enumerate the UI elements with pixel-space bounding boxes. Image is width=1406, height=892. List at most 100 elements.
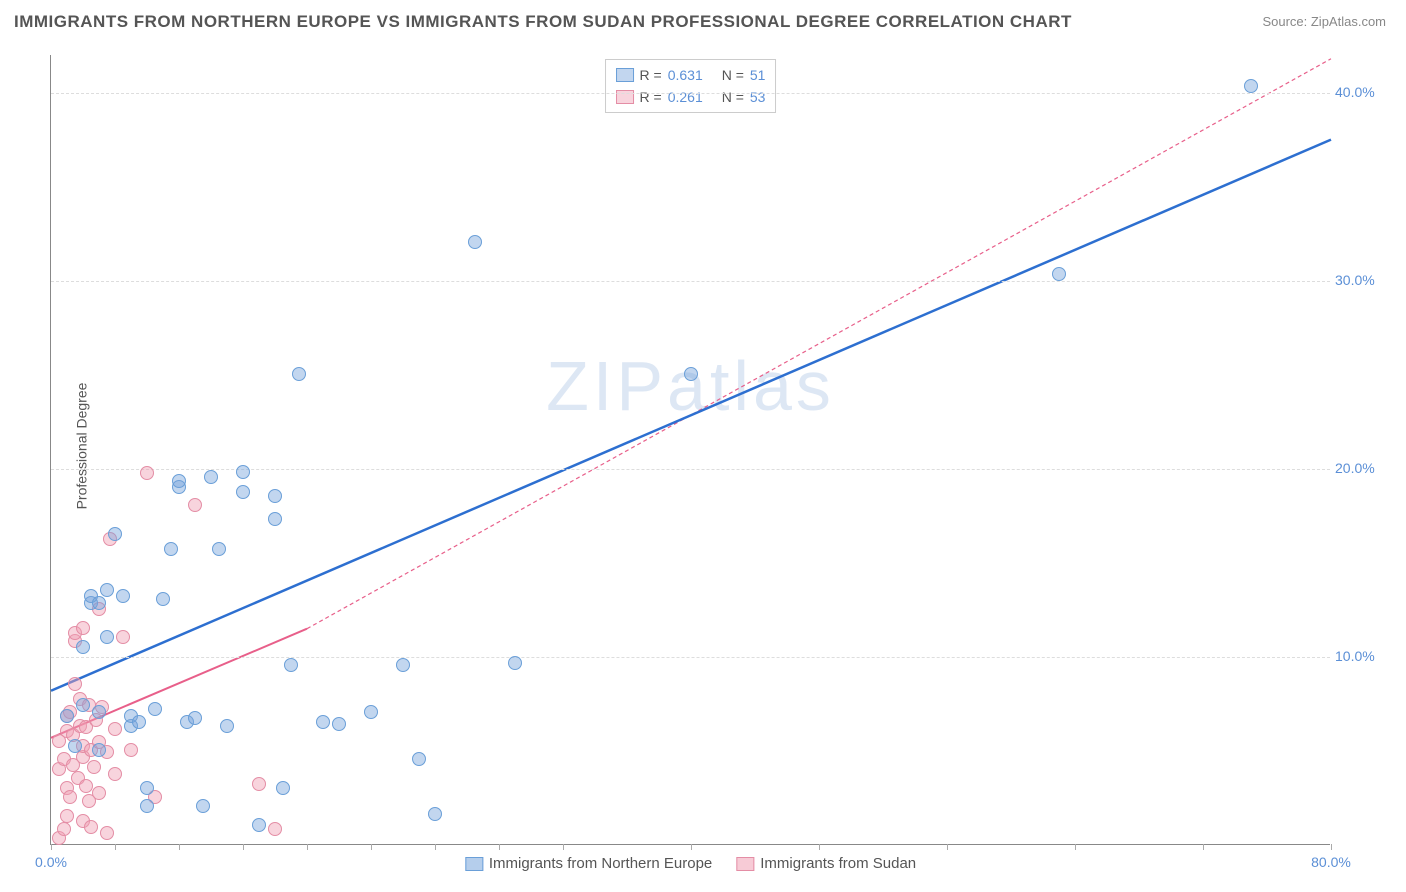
data-point	[268, 489, 282, 503]
data-point	[236, 465, 250, 479]
data-point	[212, 542, 226, 556]
x-tick	[563, 844, 564, 850]
data-point	[100, 583, 114, 597]
legend-swatch	[736, 857, 754, 871]
data-point	[108, 722, 122, 736]
data-point	[332, 717, 346, 731]
data-point	[684, 367, 698, 381]
legend-R-value: 0.631	[668, 64, 716, 86]
data-point	[92, 596, 106, 610]
data-point	[468, 235, 482, 249]
data-point	[220, 719, 234, 733]
x-tick	[691, 844, 692, 850]
x-tick	[947, 844, 948, 850]
data-point	[57, 822, 71, 836]
chart-title: IMMIGRANTS FROM NORTHERN EUROPE VS IMMIG…	[14, 12, 1072, 32]
legend-R-label: R =	[640, 86, 662, 108]
data-point	[140, 799, 154, 813]
data-point	[428, 807, 442, 821]
data-point	[76, 698, 90, 712]
legend-stats: R = 0.631 N = 51 R = 0.261 N = 53	[605, 59, 777, 113]
x-tick	[307, 844, 308, 850]
x-tick	[819, 844, 820, 850]
legend-swatch	[465, 857, 483, 871]
legend-series-item: Immigrants from Northern Europe	[465, 855, 712, 872]
legend-R-value: 0.261	[668, 86, 716, 108]
x-tick	[499, 844, 500, 850]
data-point	[87, 760, 101, 774]
plot-area: ZIPatlas R =0.631N =51R =0.261N =53 Immi…	[50, 55, 1330, 845]
legend-swatch	[616, 68, 634, 82]
y-tick-label: 10.0%	[1335, 648, 1390, 664]
data-point	[100, 826, 114, 840]
data-point	[108, 527, 122, 541]
legend-N-label: N =	[722, 64, 744, 86]
data-point	[204, 470, 218, 484]
data-point	[292, 367, 306, 381]
data-point	[84, 820, 98, 834]
x-tick	[51, 844, 52, 850]
x-tick	[243, 844, 244, 850]
gridline	[51, 93, 1330, 94]
legend-series-label: Immigrants from Sudan	[760, 855, 916, 872]
data-point	[1052, 267, 1066, 281]
data-point	[156, 592, 170, 606]
data-point	[276, 781, 290, 795]
data-point	[148, 702, 162, 716]
x-tick	[115, 844, 116, 850]
data-point	[132, 715, 146, 729]
y-tick-label: 20.0%	[1335, 460, 1390, 476]
x-tick-label: 80.0%	[1311, 854, 1351, 870]
data-point	[92, 786, 106, 800]
data-point	[124, 743, 138, 757]
regression-line	[51, 140, 1331, 691]
data-point	[116, 589, 130, 603]
legend-N-value: 51	[750, 64, 766, 86]
legend-N-label: N =	[722, 86, 744, 108]
data-point	[63, 790, 77, 804]
legend-stat-row: R = 0.261 N = 53	[616, 86, 766, 108]
data-point	[1244, 79, 1258, 93]
data-point	[172, 474, 186, 488]
data-point	[92, 743, 106, 757]
data-point	[364, 705, 378, 719]
data-point	[60, 709, 74, 723]
data-point	[92, 705, 106, 719]
gridline	[51, 281, 1330, 282]
gridline	[51, 657, 1330, 658]
y-tick-label: 30.0%	[1335, 272, 1390, 288]
x-tick	[435, 844, 436, 850]
chart-svg	[51, 55, 1330, 844]
data-point	[412, 752, 426, 766]
data-point	[164, 542, 178, 556]
regression-line	[307, 59, 1331, 629]
data-point	[60, 809, 74, 823]
legend-series-item: Immigrants from Sudan	[736, 855, 916, 872]
legend-N-value: 53	[750, 86, 766, 108]
data-point	[252, 777, 266, 791]
data-point	[140, 466, 154, 480]
x-tick	[1075, 844, 1076, 850]
source-label: Source: ZipAtlas.com	[1262, 14, 1386, 29]
data-point	[268, 822, 282, 836]
data-point	[236, 485, 250, 499]
data-point	[188, 711, 202, 725]
x-tick	[179, 844, 180, 850]
data-point	[268, 512, 282, 526]
data-point	[79, 779, 93, 793]
data-point	[68, 677, 82, 691]
data-point	[316, 715, 330, 729]
data-point	[100, 630, 114, 644]
x-tick	[1203, 844, 1204, 850]
data-point	[396, 658, 410, 672]
x-tick-label: 0.0%	[35, 854, 67, 870]
data-point	[68, 739, 82, 753]
legend-series-label: Immigrants from Northern Europe	[489, 855, 712, 872]
data-point	[284, 658, 298, 672]
data-point	[108, 767, 122, 781]
legend-R-label: R =	[640, 64, 662, 86]
data-point	[196, 799, 210, 813]
x-tick	[1331, 844, 1332, 850]
data-point	[76, 621, 90, 635]
data-point	[188, 498, 202, 512]
